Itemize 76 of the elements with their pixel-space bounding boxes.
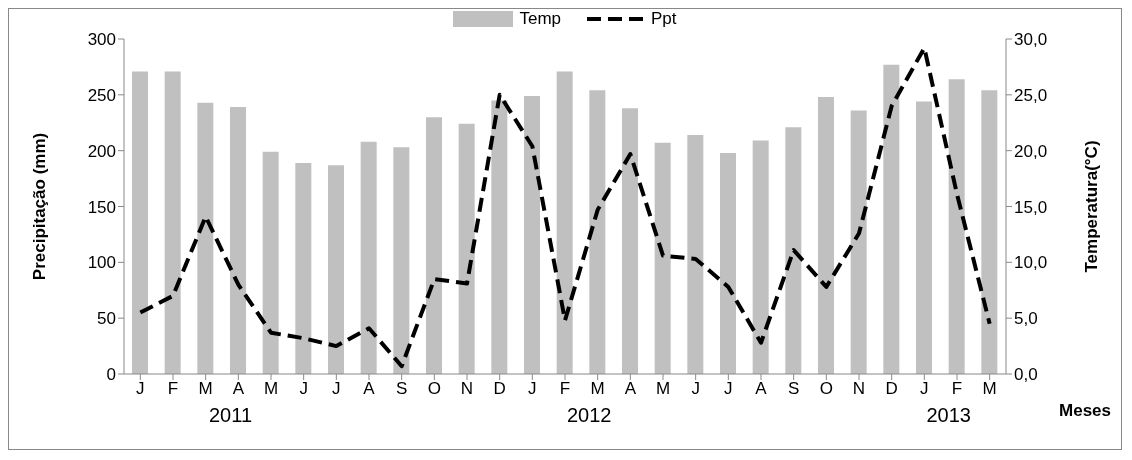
- x-tick-label: M: [655, 379, 671, 399]
- y2-tick-label: 10,0: [1014, 253, 1048, 273]
- bar: [360, 141, 377, 374]
- y2-tick-label: 20,0: [1014, 141, 1048, 161]
- y2-tick-label: 5,0: [1014, 309, 1038, 329]
- x-tick-label: A: [755, 379, 768, 399]
- y-tick-label: 0: [106, 365, 116, 385]
- x-tick-label: M: [263, 379, 279, 399]
- bar: [262, 151, 279, 374]
- bar: [230, 107, 246, 374]
- x-tick-label: A: [624, 379, 637, 399]
- y-axis-title: Precipitação (mm): [30, 132, 50, 281]
- bar: [491, 100, 508, 374]
- text: 2011: [209, 404, 253, 427]
- x-tick-label: J: [920, 379, 929, 399]
- y2-tick-label: 25,0: [1014, 85, 1048, 105]
- bar: [393, 147, 410, 374]
- y2-tick-label: 15,0: [1014, 197, 1048, 217]
- x-tick-label: O: [819, 379, 833, 399]
- bar: [622, 108, 638, 374]
- bar: [197, 102, 214, 374]
- legend-label: Ppt: [650, 9, 677, 29]
- bar: [328, 165, 344, 374]
- bar: [948, 79, 965, 374]
- x-tick-label: N: [460, 379, 474, 399]
- legend-label: Temp: [518, 9, 562, 29]
- text: 2013: [926, 404, 971, 427]
- bar: [556, 71, 573, 374]
- x-tick-label: J: [724, 379, 733, 399]
- bar: [458, 123, 475, 374]
- bar: [164, 71, 181, 374]
- x-tick-label: S: [787, 379, 800, 399]
- bar: [916, 101, 932, 374]
- bar: [981, 90, 998, 374]
- x-tick-label: N: [852, 379, 866, 399]
- bar: [752, 140, 769, 374]
- x-tick-label: M: [590, 379, 605, 399]
- x-tick-label: M: [198, 379, 213, 399]
- bar: [818, 97, 834, 374]
- bar: [132, 71, 148, 374]
- y2-tick-label: 0,0: [1014, 365, 1038, 385]
- x-tick-label: D: [493, 379, 506, 399]
- x-tick-label: F: [167, 379, 179, 399]
- bar: [524, 95, 540, 374]
- x-axis-title: Meses: [1059, 401, 1111, 421]
- y-tick-label: 300: [87, 30, 116, 50]
- x-tick-label: O: [427, 379, 441, 399]
- bar: [654, 142, 671, 374]
- x-tick-label: J: [136, 379, 145, 399]
- bar: [687, 135, 704, 374]
- x-tick-label: M: [982, 379, 997, 399]
- bar: [426, 117, 442, 374]
- bar: [589, 90, 606, 374]
- x-tick-label: J: [691, 379, 700, 399]
- x-tick-label: J: [332, 379, 341, 399]
- bar: [883, 64, 900, 374]
- y-tick-label: 250: [87, 85, 116, 105]
- bar: [850, 110, 867, 374]
- x-tick-label: A: [363, 379, 376, 399]
- y-tick-label: 150: [87, 197, 116, 217]
- bar: [295, 162, 312, 374]
- x-tick-label: A: [232, 379, 245, 399]
- x-tick-label: F: [951, 379, 963, 399]
- x-tick-label: S: [395, 379, 408, 399]
- x-tick-label: J: [299, 379, 308, 399]
- y-tick-label: 100: [87, 253, 116, 273]
- x-tick-label: D: [885, 379, 898, 399]
- y-tick-label: 200: [87, 141, 116, 161]
- bar: [720, 152, 736, 374]
- y-tick-label: 50: [97, 309, 116, 329]
- text: 2012: [567, 404, 612, 427]
- x-tick-label: F: [559, 379, 571, 399]
- bar: [785, 127, 802, 374]
- y2-tick-label: 30,0: [1014, 30, 1048, 50]
- x-tick-label: J: [528, 379, 537, 399]
- y2-axis-title: Temperatura(°C): [1082, 140, 1102, 273]
